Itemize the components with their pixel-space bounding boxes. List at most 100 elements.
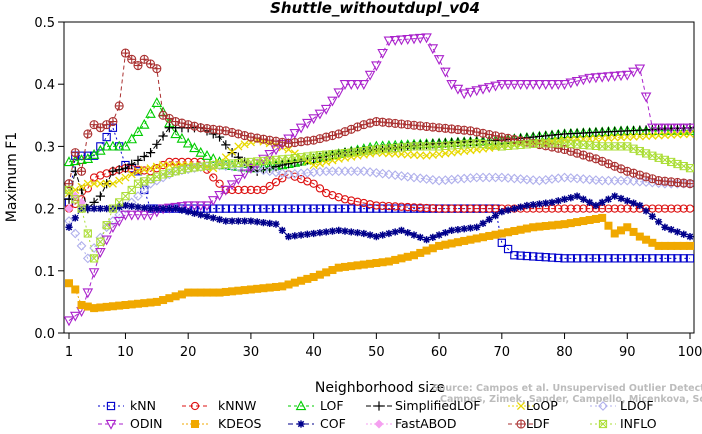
data-point bbox=[471, 86, 483, 97]
data-point bbox=[83, 229, 92, 238]
data-point bbox=[672, 123, 683, 134]
data-point bbox=[316, 229, 324, 237]
data-point bbox=[655, 218, 663, 226]
data-point bbox=[76, 241, 87, 251]
data-point bbox=[359, 120, 369, 130]
data-point bbox=[490, 172, 501, 183]
data-point bbox=[421, 121, 432, 132]
data-point bbox=[240, 204, 249, 213]
data-point bbox=[77, 182, 86, 191]
data-point bbox=[121, 173, 130, 182]
data-point bbox=[389, 35, 401, 46]
data-point bbox=[70, 148, 80, 158]
data-point bbox=[686, 232, 694, 241]
data-point bbox=[378, 117, 388, 127]
series-line bbox=[68, 164, 690, 260]
data-point bbox=[635, 132, 644, 141]
legend-item-knn: kNN bbox=[98, 398, 156, 413]
data-point bbox=[339, 80, 351, 90]
data-point bbox=[559, 80, 570, 90]
series-line bbox=[68, 142, 691, 261]
legend-label: FastABOD bbox=[395, 416, 457, 431]
data-point bbox=[642, 207, 650, 215]
data-point bbox=[372, 232, 380, 241]
data-point bbox=[120, 140, 131, 151]
data-point bbox=[253, 204, 262, 213]
data-point bbox=[572, 173, 582, 184]
data-point bbox=[201, 149, 213, 160]
data-point bbox=[221, 140, 231, 150]
legend-label: INFLO bbox=[620, 416, 657, 431]
data-point bbox=[328, 204, 337, 213]
data-point bbox=[190, 209, 199, 217]
data-point bbox=[667, 225, 675, 234]
data-point bbox=[82, 288, 94, 299]
data-point bbox=[648, 254, 657, 263]
data-point bbox=[546, 80, 558, 90]
x-tick-label: 90 bbox=[619, 345, 636, 360]
data-point bbox=[623, 204, 632, 213]
data-point bbox=[346, 166, 357, 177]
data-point bbox=[374, 419, 384, 429]
watermark-line-1: Source: Campos et al. Unsupervised Outli… bbox=[432, 383, 702, 394]
data-point bbox=[140, 165, 149, 174]
data-point bbox=[114, 101, 124, 111]
data-point bbox=[283, 159, 294, 169]
data-point bbox=[240, 140, 249, 149]
data-point bbox=[146, 164, 155, 173]
data-point bbox=[121, 201, 130, 210]
data-point bbox=[158, 131, 168, 141]
data-point bbox=[315, 204, 325, 213]
data-point bbox=[622, 175, 633, 186]
data-point bbox=[491, 211, 500, 220]
data-point bbox=[297, 420, 305, 428]
data-point bbox=[673, 204, 682, 213]
data-point bbox=[234, 204, 243, 213]
data-point bbox=[542, 199, 550, 207]
data-point bbox=[226, 180, 238, 191]
data-point bbox=[271, 204, 281, 213]
data-point bbox=[597, 156, 607, 166]
data-point bbox=[115, 176, 124, 185]
data-point bbox=[126, 133, 138, 144]
data-point bbox=[278, 226, 286, 234]
data-point bbox=[308, 114, 319, 125]
data-point bbox=[565, 78, 577, 89]
data-point bbox=[108, 166, 118, 176]
data-point bbox=[64, 185, 74, 195]
data-point bbox=[77, 204, 86, 213]
data-point bbox=[541, 131, 551, 141]
legend-item-ldof: LDOF bbox=[590, 398, 654, 413]
data-point bbox=[227, 204, 237, 213]
data-point bbox=[409, 172, 419, 183]
data-point bbox=[465, 87, 476, 98]
data-point bbox=[515, 174, 526, 184]
legend-label: KDEOS bbox=[218, 416, 262, 431]
x-tick-label: 80 bbox=[556, 345, 573, 360]
data-point bbox=[347, 228, 355, 236]
data-point bbox=[421, 174, 432, 184]
data-point bbox=[253, 218, 261, 226]
data-point bbox=[685, 204, 694, 213]
data-point bbox=[540, 80, 552, 90]
data-point bbox=[133, 60, 143, 71]
data-point bbox=[114, 165, 124, 175]
data-point bbox=[446, 80, 457, 90]
data-point bbox=[598, 198, 606, 206]
data-point bbox=[603, 159, 614, 169]
data-point bbox=[197, 211, 205, 219]
data-point bbox=[459, 125, 469, 135]
legend-item-odin: ODIN bbox=[98, 416, 163, 431]
data-point bbox=[69, 155, 81, 166]
data-point bbox=[422, 203, 431, 213]
data-point bbox=[340, 166, 350, 177]
data-point bbox=[485, 215, 493, 224]
data-point bbox=[140, 204, 148, 212]
data-point bbox=[379, 231, 387, 239]
data-point bbox=[371, 61, 382, 72]
data-point bbox=[598, 254, 607, 263]
series-ldf bbox=[64, 48, 694, 189]
data-point bbox=[510, 205, 518, 213]
data-point bbox=[259, 204, 268, 213]
data-point bbox=[101, 140, 112, 151]
